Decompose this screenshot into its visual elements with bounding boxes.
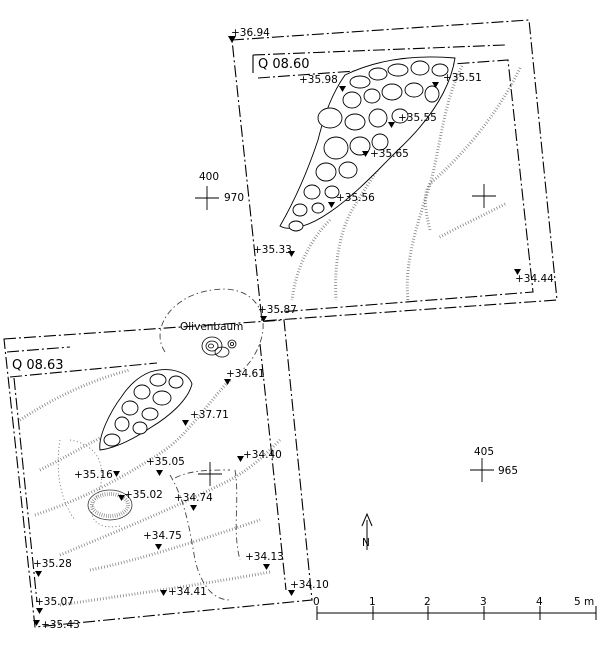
pit-feature bbox=[87, 489, 133, 521]
scale-bar bbox=[316, 606, 597, 620]
grid-cross-400-970 bbox=[195, 186, 219, 210]
elevation-markers-upper: +36.94 +35.98 +35.51 +35.55 +35.65 +35.5… bbox=[228, 27, 554, 322]
elevation-label: +34.41 bbox=[168, 586, 207, 598]
scale-end-label: 5 m bbox=[574, 596, 594, 608]
elevation-label: +35.51 bbox=[443, 72, 482, 84]
elevation-label: +35.55 bbox=[398, 112, 437, 124]
elevation-label: +34.74 bbox=[174, 492, 213, 504]
grid-label-405: 405 bbox=[474, 446, 494, 458]
elevation-label: +35.07 bbox=[35, 596, 74, 608]
stone-wall-upper bbox=[279, 56, 456, 232]
olive-tree-trunk bbox=[201, 336, 237, 358]
slope-hatching-upper bbox=[290, 65, 522, 301]
olive-tree-label: Olivenbaum bbox=[180, 321, 243, 333]
elevation-label: +34.44 bbox=[515, 273, 554, 285]
elevation-markers-lower: +34.61 +37.71 +35.16 +35.05 +34.40 +35.0… bbox=[33, 368, 329, 631]
grid-label-970: 970 bbox=[224, 192, 244, 204]
north-arrow-icon bbox=[361, 512, 373, 550]
grid-label-400: 400 bbox=[199, 171, 219, 183]
elevation-label: +36.94 bbox=[231, 27, 270, 39]
elevation-label: +34.13 bbox=[245, 551, 284, 563]
elevation-label: +35.02 bbox=[124, 489, 163, 501]
elevation-label: +35.05 bbox=[146, 456, 185, 468]
quadrant-frame-lower bbox=[3, 319, 313, 628]
grid-cross-405-965 bbox=[470, 458, 494, 482]
quadrant-label-lower: Q 08.63 bbox=[12, 358, 64, 373]
grid-cross-lower-mid bbox=[198, 462, 222, 486]
elevation-label: +37.71 bbox=[190, 409, 229, 421]
scale-tick-label: 3 bbox=[480, 596, 487, 608]
north-label: N bbox=[362, 537, 370, 549]
scale-tick-label: 2 bbox=[424, 596, 431, 608]
stone-wall-lower bbox=[99, 369, 193, 451]
elevation-label: +35.98 bbox=[299, 74, 338, 86]
grid-cross-upper-right bbox=[472, 184, 496, 208]
elevation-label: +35.43 bbox=[41, 619, 80, 631]
feature-lines-lower bbox=[169, 469, 241, 601]
elevation-label: +34.40 bbox=[243, 449, 282, 461]
elevation-label: +35.65 bbox=[370, 148, 409, 160]
elevation-label: +35.28 bbox=[33, 558, 72, 570]
scale-tick-label: 4 bbox=[536, 596, 543, 608]
elevation-label: +35.87 bbox=[258, 304, 297, 316]
elevation-label: +34.61 bbox=[226, 368, 265, 380]
scale-tick-label: 0 bbox=[313, 596, 320, 608]
elevation-label: +35.16 bbox=[74, 469, 113, 481]
elevation-label: +35.33 bbox=[253, 244, 292, 256]
olive-tree-outline bbox=[159, 288, 264, 373]
elevation-label: +35.56 bbox=[336, 192, 375, 204]
grid-label-965: 965 bbox=[498, 465, 518, 477]
elevation-label: +34.75 bbox=[143, 530, 182, 542]
quadrant-label-upper: Q 08.60 bbox=[258, 57, 310, 72]
scale-tick-label: 1 bbox=[369, 596, 376, 608]
elevation-label: +34.10 bbox=[290, 579, 329, 591]
